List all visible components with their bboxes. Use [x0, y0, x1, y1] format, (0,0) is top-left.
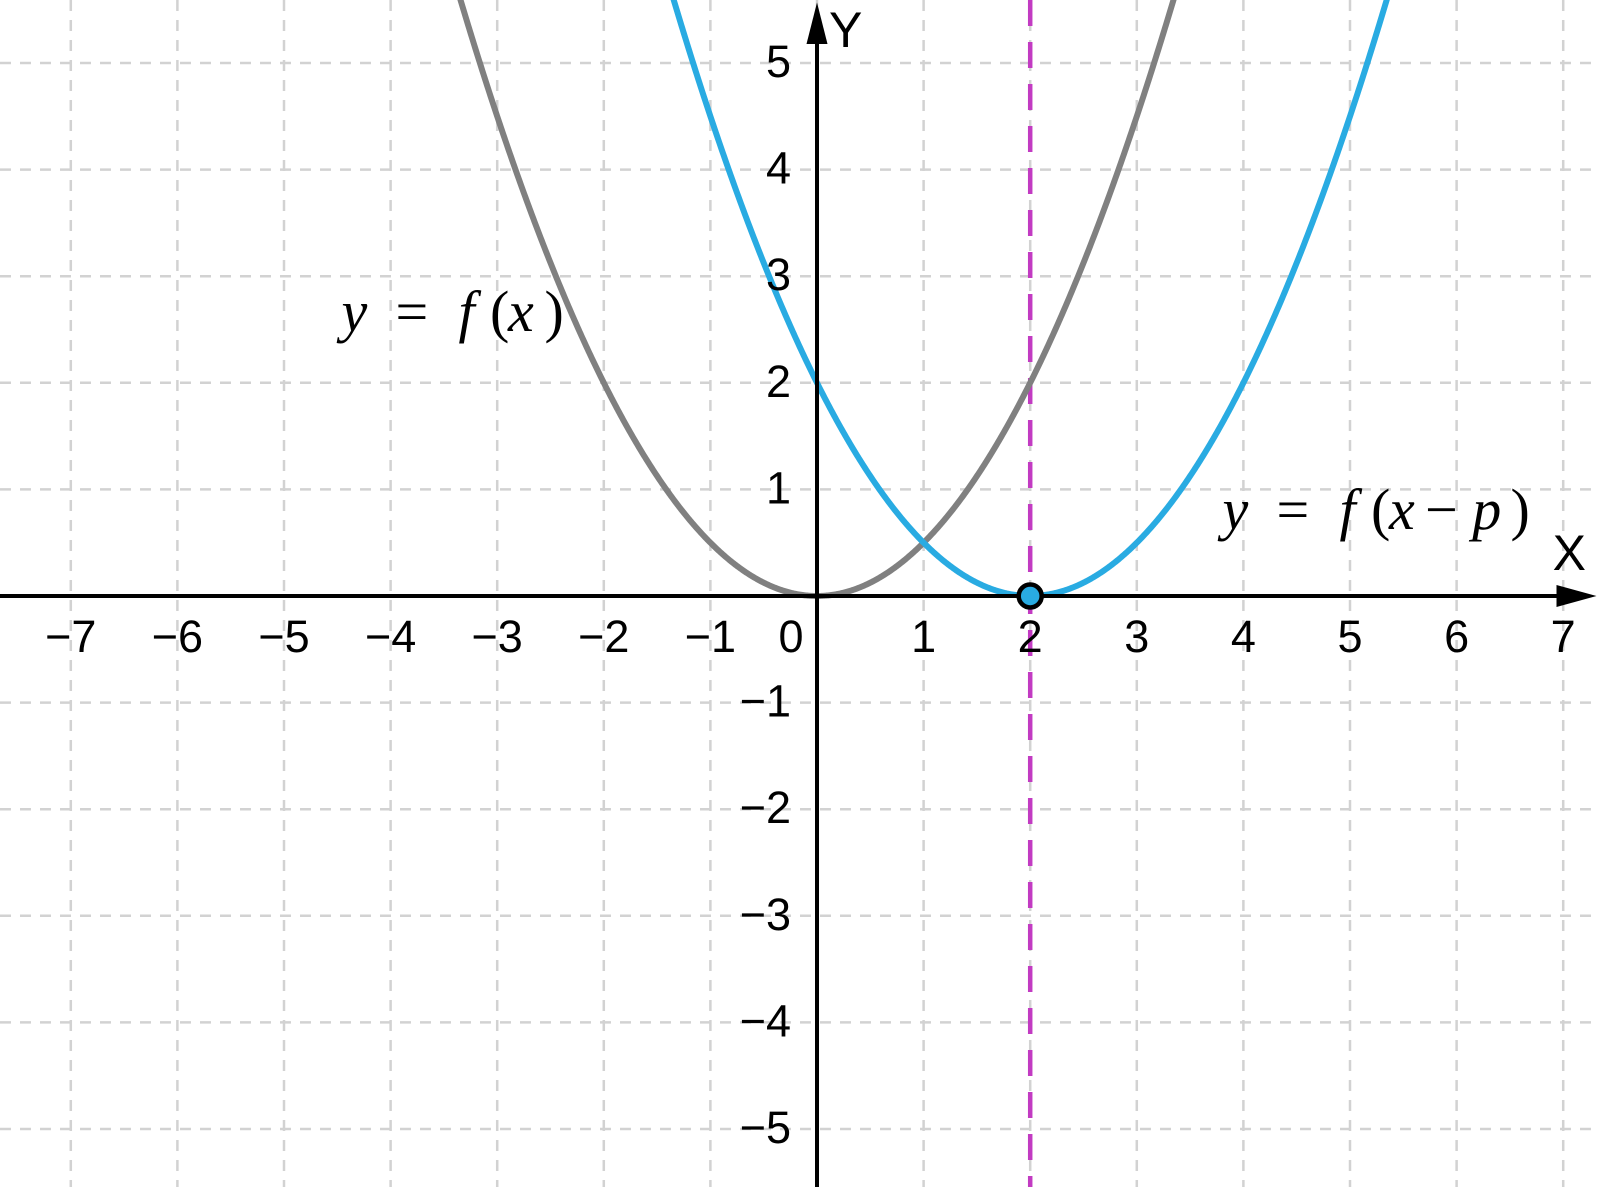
svg-text:4: 4	[766, 143, 791, 194]
svg-text:−3: −3	[472, 611, 523, 662]
svg-text:X: X	[1553, 525, 1586, 581]
svg-text:2: 2	[1018, 611, 1043, 662]
svg-text:y: y	[1218, 477, 1249, 542]
svg-text:Y: Y	[829, 2, 862, 58]
svg-text:−5: −5	[258, 611, 309, 662]
svg-text:−7: −7	[45, 611, 96, 662]
svg-text:x: x	[1388, 477, 1415, 542]
svg-text:0: 0	[778, 611, 803, 662]
svg-text:(: (	[490, 279, 509, 344]
svg-text:y: y	[337, 279, 368, 344]
svg-text:p: p	[1468, 477, 1501, 542]
svg-text:=: =	[396, 279, 429, 344]
svg-text:−6: −6	[152, 611, 203, 662]
svg-text:−4: −4	[740, 995, 791, 1046]
svg-text:−1: −1	[740, 676, 791, 727]
svg-text:3: 3	[1124, 611, 1149, 662]
svg-text:=: =	[1277, 477, 1310, 542]
svg-text:−5: −5	[740, 1102, 791, 1153]
svg-text:): )	[545, 279, 564, 344]
svg-text:): )	[1511, 477, 1530, 542]
svg-text:6: 6	[1444, 611, 1469, 662]
svg-text:1: 1	[911, 611, 936, 662]
svg-text:5: 5	[766, 36, 791, 87]
svg-text:5: 5	[1337, 611, 1362, 662]
svg-text:−2: −2	[740, 782, 791, 833]
svg-text:−3: −3	[740, 889, 791, 940]
svg-text:−4: −4	[365, 611, 416, 662]
svg-text:1: 1	[766, 462, 791, 513]
svg-text:−2: −2	[578, 611, 629, 662]
svg-text:x: x	[507, 279, 534, 344]
svg-text:7: 7	[1551, 611, 1576, 662]
svg-text:3: 3	[766, 249, 791, 300]
svg-text:(: (	[1371, 477, 1390, 542]
svg-text:−: −	[1425, 477, 1458, 542]
svg-text:4: 4	[1231, 611, 1256, 662]
svg-text:2: 2	[766, 356, 791, 407]
svg-text:−1: −1	[685, 611, 736, 662]
